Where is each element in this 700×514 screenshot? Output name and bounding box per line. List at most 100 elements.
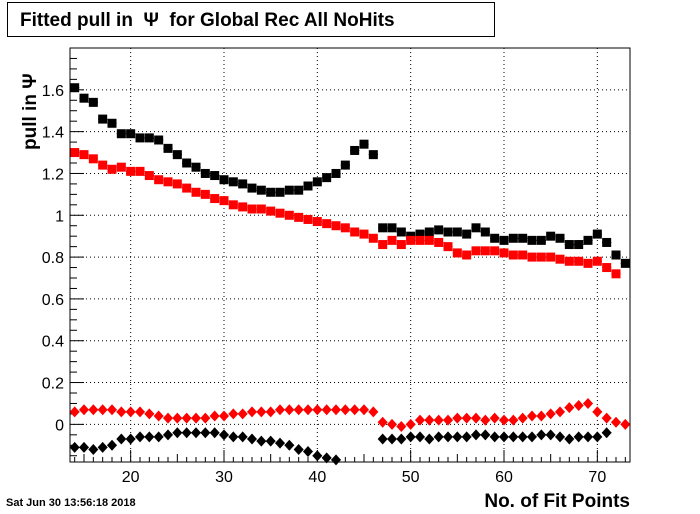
data-point — [182, 183, 192, 193]
data-point — [508, 233, 518, 243]
data-point — [135, 431, 145, 443]
data-point — [452, 431, 463, 443]
data-point — [536, 429, 547, 441]
data-point — [601, 427, 612, 439]
data-point — [163, 412, 173, 424]
data-point — [163, 177, 173, 187]
data-point — [508, 250, 518, 260]
data-point — [555, 254, 565, 264]
data-point — [107, 118, 117, 128]
data-point — [340, 223, 350, 233]
data-point — [256, 406, 267, 418]
data-point — [452, 248, 462, 258]
data-point — [583, 431, 593, 443]
data-point — [125, 406, 136, 418]
timestamp: Sat Jun 30 13:56:18 2018 — [6, 497, 136, 509]
data-point — [322, 173, 332, 183]
data-point — [517, 431, 528, 443]
data-point — [293, 443, 304, 455]
data-point — [517, 412, 528, 424]
data-point — [191, 187, 201, 197]
data-point — [144, 171, 154, 181]
data-point — [98, 160, 108, 170]
data-point — [303, 181, 313, 191]
data-point — [210, 194, 220, 204]
data-point — [228, 200, 238, 210]
data-point — [499, 248, 509, 258]
data-point — [126, 129, 136, 139]
data-point — [79, 93, 89, 103]
data-point — [518, 233, 528, 243]
data-point — [433, 414, 444, 426]
y-tick-label: 1.6 — [42, 83, 64, 100]
data-point — [321, 404, 332, 416]
data-point — [555, 406, 565, 418]
data-point — [424, 433, 435, 445]
data-point — [536, 235, 546, 245]
data-point — [172, 179, 182, 189]
data-point — [98, 114, 108, 124]
data-point — [312, 177, 322, 187]
data-point — [256, 185, 266, 195]
data-point — [424, 235, 434, 245]
data-point — [574, 240, 584, 250]
data-point — [107, 439, 117, 451]
data-point — [284, 185, 294, 195]
data-point — [331, 454, 341, 466]
data-point — [461, 412, 472, 424]
chart-title: Fitted pull in Ψ for Global Rec All NoHi… — [7, 2, 495, 37]
data-point — [312, 404, 323, 416]
data-point — [602, 237, 612, 247]
data-point — [415, 235, 425, 245]
data-point — [378, 240, 388, 250]
data-point — [200, 168, 210, 178]
data-point — [583, 397, 593, 409]
data-point — [349, 404, 360, 416]
data-point — [153, 410, 164, 422]
data-point — [545, 429, 556, 441]
y-tick-label: 1.2 — [42, 166, 64, 183]
data-point — [359, 404, 369, 416]
data-point — [443, 242, 453, 252]
y-tick-label: 0.6 — [42, 292, 64, 309]
data-point — [70, 83, 80, 93]
data-point — [88, 404, 99, 416]
y-tick-label: 0.8 — [42, 250, 64, 267]
data-point — [135, 133, 145, 143]
data-point — [228, 177, 238, 187]
data-point — [153, 431, 164, 443]
data-point — [228, 431, 239, 443]
data-point — [172, 427, 183, 439]
x-tick-label: 50 — [402, 469, 420, 486]
data-point — [405, 418, 416, 430]
data-point — [116, 162, 126, 172]
data-point — [452, 412, 463, 424]
data-point — [592, 406, 603, 418]
data-point — [462, 250, 472, 260]
data-point — [266, 206, 276, 216]
data-point — [238, 179, 248, 189]
x-tick-label: 70 — [588, 469, 606, 486]
data-point — [378, 223, 388, 233]
data-point — [555, 233, 565, 243]
series-1 — [70, 148, 621, 279]
data-point — [564, 433, 575, 445]
y-tick-label: 1.4 — [42, 125, 64, 142]
data-point — [182, 158, 192, 168]
data-point — [135, 166, 145, 176]
data-point — [368, 406, 379, 418]
data-point — [303, 404, 313, 416]
y-tick-label: 0.2 — [42, 376, 64, 393]
data-point — [256, 204, 266, 214]
data-point — [462, 229, 472, 239]
data-point — [284, 210, 294, 220]
data-point — [350, 145, 360, 155]
data-point — [508, 414, 519, 426]
data-point — [564, 240, 574, 250]
data-point — [88, 97, 98, 107]
data-point — [79, 441, 89, 453]
x-axis-label: No. of Fit Points — [484, 491, 630, 512]
data-point — [499, 414, 509, 426]
y-tick-label: 0 — [55, 417, 64, 434]
data-point — [573, 400, 584, 412]
